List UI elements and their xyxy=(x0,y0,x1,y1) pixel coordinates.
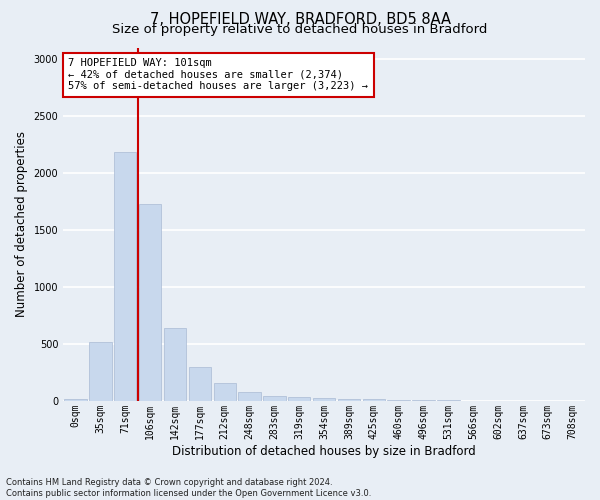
Bar xyxy=(114,152,136,401)
Text: Contains HM Land Registry data © Crown copyright and database right 2024.
Contai: Contains HM Land Registry data © Crown c… xyxy=(6,478,371,498)
Bar xyxy=(263,396,286,401)
Bar xyxy=(412,400,434,401)
Bar xyxy=(437,400,460,401)
Bar xyxy=(64,398,87,401)
X-axis label: Distribution of detached houses by size in Bradford: Distribution of detached houses by size … xyxy=(172,444,476,458)
Bar xyxy=(238,392,261,401)
Bar xyxy=(288,398,310,401)
Y-axis label: Number of detached properties: Number of detached properties xyxy=(15,131,28,317)
Bar xyxy=(388,400,410,401)
Bar xyxy=(89,342,112,401)
Bar xyxy=(164,328,186,401)
Text: 7, HOPEFIELD WAY, BRADFORD, BD5 8AA: 7, HOPEFIELD WAY, BRADFORD, BD5 8AA xyxy=(149,12,451,28)
Bar xyxy=(214,383,236,401)
Bar xyxy=(338,398,360,401)
Bar xyxy=(139,204,161,401)
Text: 7 HOPEFIELD WAY: 101sqm
← 42% of detached houses are smaller (2,374)
57% of semi: 7 HOPEFIELD WAY: 101sqm ← 42% of detache… xyxy=(68,58,368,92)
Bar xyxy=(188,366,211,401)
Text: Size of property relative to detached houses in Bradford: Size of property relative to detached ho… xyxy=(112,22,488,36)
Bar xyxy=(313,398,335,401)
Bar xyxy=(362,399,385,401)
